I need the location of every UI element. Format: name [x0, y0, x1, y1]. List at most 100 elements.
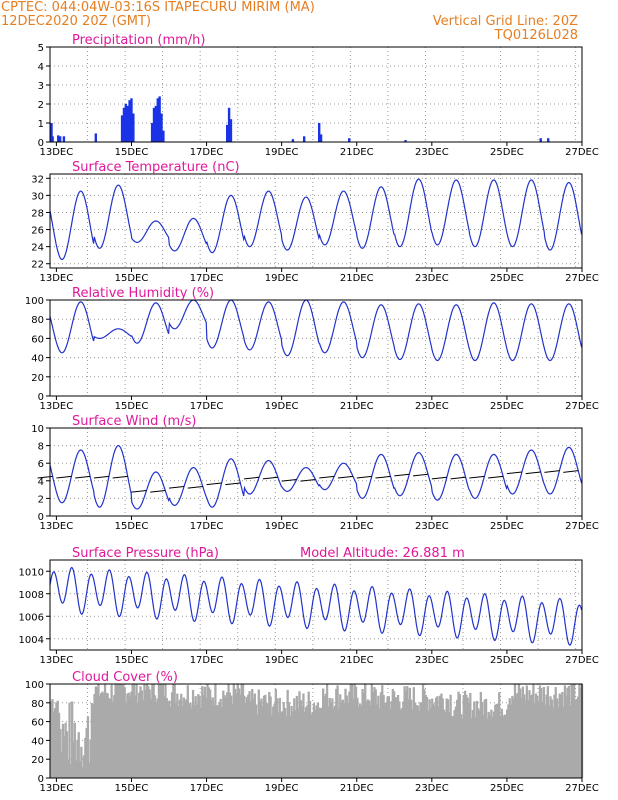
cloud-bar: [538, 685, 542, 778]
precip-bar: [122, 107, 126, 142]
cloud-bar: [437, 706, 440, 778]
cloud-bar: [148, 689, 151, 778]
cloud-bar: [336, 685, 339, 778]
x-tick-label: 21DEC: [340, 521, 374, 532]
cloud-bar: [395, 697, 398, 778]
precip-bar: [120, 115, 124, 142]
cloud-bar: [77, 732, 80, 778]
cloud-bar: [157, 684, 161, 778]
cloud-bar: [287, 702, 291, 778]
x-tick-label: 15DEC: [115, 655, 149, 666]
precip-bar: [94, 133, 98, 142]
cloud-bar: [524, 700, 527, 778]
cloud-bar: [240, 684, 243, 778]
cloud-bar: [345, 695, 348, 778]
y-tick-label: 2: [38, 100, 44, 111]
cloud-bar: [257, 689, 260, 778]
cloud-bar: [190, 707, 193, 778]
wind-arrow: [375, 475, 391, 479]
cloud-bar: [324, 693, 327, 778]
cloud-bar: [457, 691, 460, 778]
cloud-bar: [210, 699, 213, 778]
cloud-bar: [373, 687, 376, 778]
cloud-bar: [546, 686, 550, 778]
cloud-bar: [144, 689, 147, 778]
cloud-bar: [403, 686, 406, 778]
cloud-bar: [504, 714, 507, 778]
panel-frame: [49, 173, 583, 269]
x-tick-label: 25DEC: [490, 521, 524, 532]
cloud-bar: [212, 705, 216, 778]
wind-arrow: [131, 489, 147, 493]
y-tick-label: 8: [38, 442, 44, 453]
cloud-bar: [367, 700, 371, 778]
y-tick-label: 20: [31, 755, 44, 766]
cloud-bar: [63, 735, 66, 778]
cloud-bar: [260, 698, 263, 778]
y-tick-label: 1010: [19, 567, 44, 578]
y-tick-label: 60: [31, 334, 44, 345]
header-grid-line: Vertical Grid Line: 20Z: [432, 14, 578, 29]
x-tick-label: 21DEC: [340, 147, 374, 158]
cloud-bar: [473, 701, 476, 778]
cloud-bar: [375, 704, 379, 778]
x-tick-label: 13DEC: [40, 655, 74, 666]
cloud-bar: [120, 684, 124, 778]
cloud-bar: [136, 702, 140, 778]
cloud-bar: [545, 694, 548, 778]
cloud-bar: [508, 698, 511, 778]
y-tick-label: 0: [38, 392, 44, 403]
cloud-bar: [180, 693, 183, 778]
x-tick-label: 23DEC: [415, 147, 449, 158]
cloud-bar: [516, 692, 519, 778]
wind-arrow: [206, 482, 222, 486]
cloud-bar: [216, 705, 220, 778]
cloud-bar: [322, 688, 325, 778]
panel-wind: [37, 427, 583, 520]
cloud-bar: [381, 685, 384, 778]
cloud-bar: [533, 704, 536, 778]
panel-title: Precipitation (mm/h): [72, 33, 205, 48]
cloud-bar: [230, 695, 233, 778]
x-tick-label: 19DEC: [265, 147, 299, 158]
x-tick-label: 23DEC: [415, 521, 449, 532]
cloud-bar: [505, 709, 509, 778]
cloud-bar: [486, 718, 489, 778]
cloud-bar: [55, 702, 58, 778]
cloud-bar: [331, 698, 334, 778]
cloud-bar: [98, 696, 101, 778]
cloud-bar: [436, 696, 439, 778]
cloud-bar: [241, 684, 245, 778]
x-tick-label: 17DEC: [190, 273, 224, 284]
wind-arrow: [300, 478, 316, 482]
y-tick-label: 100: [25, 680, 44, 691]
wind-arrow: [356, 475, 372, 479]
cloud-bar: [128, 696, 132, 778]
cloud-bar: [182, 697, 186, 778]
cloud-bar: [441, 698, 444, 778]
cloud-bar: [111, 701, 115, 778]
y-tick-label: 1008: [19, 590, 44, 601]
cloud-bar: [484, 698, 488, 778]
precip-bar: [547, 138, 550, 142]
cloud-bar: [281, 711, 284, 778]
cloud-bar: [561, 692, 564, 778]
precip-bar: [291, 139, 295, 142]
cloud-bar: [565, 695, 568, 778]
cloud-bar: [371, 691, 375, 778]
cloud-bar: [425, 696, 429, 778]
cloud-bar: [410, 699, 413, 778]
cloud-bar: [237, 688, 241, 778]
cloud-bar: [549, 696, 552, 778]
cloud-bar: [166, 701, 170, 778]
cloud-bar: [421, 684, 425, 778]
x-tick-label: 23DEC: [415, 273, 449, 284]
cloud-bar: [339, 694, 342, 778]
cloud-bar: [318, 707, 321, 778]
x-tick-label: 23DEC: [415, 655, 449, 666]
cloud-bar: [525, 685, 528, 778]
y-tick-label: 80: [31, 315, 44, 326]
cloud-bar: [481, 701, 484, 778]
cloud-bar: [554, 687, 557, 778]
cloud-bar: [333, 705, 337, 778]
